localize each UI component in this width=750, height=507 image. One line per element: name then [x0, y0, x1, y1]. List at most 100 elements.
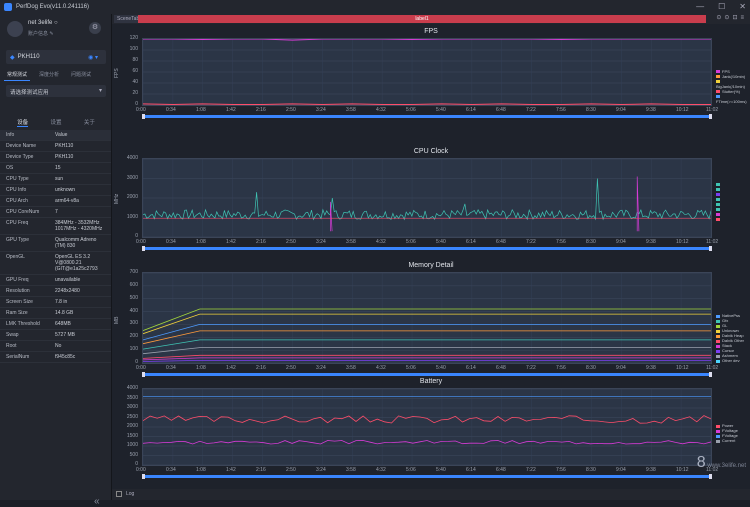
info-value: PKH110: [55, 143, 74, 149]
label-bar[interactable]: label1: [138, 15, 706, 23]
y-tick-label: 100: [129, 46, 138, 52]
plot-area[interactable]: [142, 158, 712, 238]
tab-device[interactable]: 设备: [17, 120, 29, 127]
legend-label: GL: [722, 323, 728, 329]
x-tick-label: 10:12: [676, 467, 689, 473]
x-tick-label: 5:06: [406, 239, 416, 245]
legend-item[interactable]: Ashmem: [716, 353, 744, 358]
log-label[interactable]: Log: [126, 491, 135, 497]
table-row: Device Name PKH110: [0, 141, 111, 152]
collapse-sidebar-icon[interactable]: «: [94, 496, 100, 507]
legend-item[interactable]: [716, 212, 722, 217]
profile-panel: net 3elife ○ 账户信息 ✎ ⚙: [0, 14, 111, 44]
avatar[interactable]: [7, 21, 23, 37]
legend-swatch: [716, 183, 720, 187]
legend-swatch: [716, 339, 720, 343]
legend-item[interactable]: [716, 217, 722, 222]
x-tick-label: 5:40: [436, 365, 446, 371]
legend-item[interactable]: FTime(>=100ms): [716, 94, 750, 104]
series-line-memory: [143, 347, 711, 355]
legend-item[interactable]: Dalvik Heap: [716, 333, 744, 338]
scene-tab[interactable]: SceneTab: [114, 15, 143, 23]
info-key: Root: [6, 343, 17, 349]
legend-item[interactable]: [716, 197, 722, 202]
y-tick-label: 3000: [126, 404, 138, 410]
app-select-dropdown[interactable]: 请选择测试应用 ▾: [6, 85, 106, 97]
plot-area[interactable]: [142, 272, 712, 364]
legend-item[interactable]: Stack: [716, 343, 744, 348]
legend-item[interactable]: Gfx: [716, 318, 744, 323]
tab-settings[interactable]: 设置: [50, 120, 62, 126]
maximize-button[interactable]: ☐: [718, 2, 726, 11]
legend-item[interactable]: Jank(/10min): [716, 74, 750, 79]
timeline-scrollbar[interactable]: [142, 474, 712, 479]
x-tick-label: 0:34: [166, 107, 176, 113]
series-line-memory: [143, 330, 711, 345]
legend-item[interactable]: FVoltage: [716, 433, 738, 438]
info-value: PKH110: [55, 154, 74, 160]
y-tick-label: 3000: [126, 174, 138, 181]
y-tick-label: 0: [135, 101, 138, 107]
device-selector[interactable]: ◆ PKH110 ◉ ▾: [6, 50, 106, 64]
legend-item[interactable]: [716, 187, 722, 192]
y-axis-title: FPS: [114, 68, 120, 78]
chart-title: Memory Detail: [408, 262, 454, 269]
legend-swatch: [716, 213, 720, 217]
legend-item[interactable]: [716, 202, 722, 207]
legend-item[interactable]: Current: [716, 438, 738, 443]
settings-gear-icon[interactable]: ⚙: [89, 22, 101, 34]
table-row: Device Type PKH110: [0, 152, 111, 163]
tab-normal-test[interactable]: 常规测试: [4, 69, 31, 81]
info-value: arm64-v8a: [55, 198, 79, 204]
y-tick-label: 1500: [126, 432, 138, 439]
legend-swatch: [716, 434, 720, 438]
legend-swatch: [716, 203, 720, 207]
timeline-scrollbar[interactable]: [142, 372, 712, 377]
toolbar-icons[interactable]: ⊙⊙⊡≡: [716, 15, 747, 21]
legend-item[interactable]: [716, 182, 722, 187]
account-info-link[interactable]: 账户信息 ✎: [28, 31, 54, 37]
minimize-button[interactable]: —: [696, 2, 705, 11]
series-line-memory: [143, 324, 711, 341]
legend-item[interactable]: FVoltage: [716, 428, 738, 433]
info-key: Screen Size: [6, 299, 33, 305]
legend-item[interactable]: Dalvik Other: [716, 338, 744, 343]
legend-item[interactable]: Power: [716, 423, 738, 428]
info-key: CPU Arch: [6, 198, 28, 204]
info-key: Ram Size: [6, 310, 28, 316]
legend-item[interactable]: [716, 207, 722, 212]
legend-item[interactable]: BigJank(/10min): [716, 79, 750, 89]
close-button[interactable]: ✕: [739, 2, 746, 11]
legend-item[interactable]: Stutter(%): [716, 89, 750, 94]
tab-about[interactable]: 关于: [83, 120, 95, 126]
legend-item[interactable]: GL: [716, 323, 744, 328]
y-tick-label: 700: [129, 269, 138, 275]
legend-item[interactable]: Unknown: [716, 328, 744, 333]
timeline-scrollbar[interactable]: [142, 114, 712, 119]
x-tick-label: 9:38: [646, 107, 656, 113]
tab-issue-test[interactable]: 问题测试: [71, 72, 92, 78]
legend-label: BigJank(/10min): [716, 83, 745, 89]
info-key: OS: [6, 165, 14, 171]
tab-deep-analysis[interactable]: 深度分析: [39, 72, 60, 78]
legend-label: Stutter(%): [722, 88, 741, 94]
x-tick-label: 2:50: [286, 365, 296, 371]
legend-item[interactable]: Cursor: [716, 348, 744, 353]
legend-item[interactable]: NativePss: [716, 313, 744, 318]
x-tick-label: 2:16: [256, 239, 266, 245]
y-tick-label: 3500: [126, 394, 138, 401]
plot-area[interactable]: [142, 388, 712, 466]
legend-item[interactable]: FPS: [716, 69, 750, 74]
timeline-scrollbar[interactable]: [142, 246, 712, 251]
plot-area[interactable]: [142, 38, 712, 106]
app-select-placeholder: 请选择测试应用: [10, 90, 49, 96]
info-key: SerialNum: [6, 354, 30, 360]
legend-item[interactable]: Other dev: [716, 358, 744, 363]
log-checkbox[interactable]: [116, 491, 122, 497]
main-panel: SceneTab label1 ⊙⊙⊡≡ FPS FPS 0 20 40 60 80 100 1…: [112, 14, 750, 500]
chart-title: Battery: [419, 378, 443, 385]
x-tick-label: 6:48: [496, 107, 506, 113]
table-header: Info Value: [0, 130, 111, 141]
legend-swatch: [716, 359, 720, 363]
legend-item[interactable]: [716, 192, 722, 197]
